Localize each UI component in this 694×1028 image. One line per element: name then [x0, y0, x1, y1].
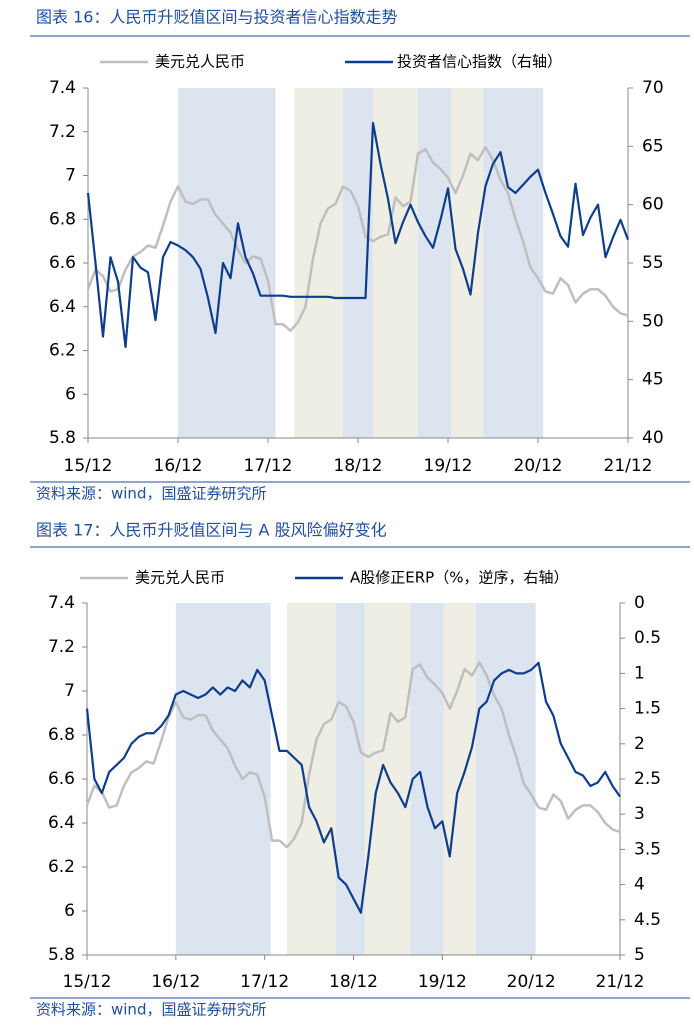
shaded-period: [294, 88, 343, 438]
x-tick-label: 16/12: [151, 972, 200, 992]
series-line: [86, 145, 629, 333]
y-tick-label: 7.2: [48, 637, 75, 657]
y-tick-label: 7.2: [49, 122, 76, 142]
shaded-period: [475, 603, 536, 955]
y-tick-label: 7: [64, 681, 75, 701]
legend-label: 美元兑人民币: [135, 569, 225, 587]
y-tick-label: 7.4: [49, 78, 76, 98]
y-tick-label: 6.4: [48, 813, 75, 833]
x-tick-label: 17/12: [240, 972, 289, 992]
series-line: [85, 661, 621, 914]
y2-tick-label: 65: [642, 136, 664, 156]
x-tick-label: 15/12: [64, 456, 113, 476]
y2-tick-label: 60: [642, 195, 664, 215]
y2-tick-label: 2: [634, 734, 645, 754]
y2-tick-label: 4.5: [634, 910, 661, 930]
x-tick-label: 20/12: [507, 972, 556, 992]
shaded-period: [343, 88, 373, 438]
shaded-period: [364, 603, 411, 955]
shaded-period: [286, 603, 336, 955]
y-tick-label: 5.8: [48, 945, 75, 965]
y2-tick-label: 1: [634, 663, 645, 683]
x-tick-label: 21/12: [604, 456, 653, 476]
y2-tick-label: 0: [634, 593, 645, 613]
y-tick-label: 6: [65, 384, 76, 404]
x-tick-label: 18/12: [329, 972, 378, 992]
x-tick-label: 21/12: [596, 972, 645, 992]
shaded-period: [451, 88, 484, 438]
figure-title: 图表 17：人民币升贬值区间与 A 股风险偏好变化: [36, 521, 387, 540]
source-note: 资料来源：wind，国盛证券研究所: [36, 1001, 266, 1019]
shaded-period: [178, 88, 276, 438]
y2-tick-label: 5: [634, 945, 645, 965]
y2-tick-label: 70: [642, 78, 664, 98]
shaded-period: [418, 88, 451, 438]
y-tick-label: 6.2: [49, 341, 76, 361]
y2-tick-label: 3.5: [634, 839, 661, 859]
y-tick-label: 6.6: [48, 769, 75, 789]
y-tick-label: 6.8: [49, 209, 76, 229]
y2-tick-label: 0.5: [634, 628, 661, 648]
shaded-period: [373, 88, 418, 438]
y-tick-label: 7: [65, 166, 76, 186]
y2-tick-label: 3: [634, 804, 645, 824]
y-tick-label: 6.4: [49, 297, 76, 317]
y2-tick-label: 40: [642, 428, 664, 448]
figure-title: 图表 16：人民币升贬值区间与投资者信心指数走势: [36, 8, 397, 27]
legend-label: 美元兑人民币: [155, 53, 245, 71]
shaded-period: [443, 603, 476, 955]
y2-tick-label: 55: [642, 253, 664, 273]
series-line: [86, 121, 630, 349]
shaded-period: [335, 603, 365, 955]
x-tick-label: 19/12: [418, 972, 467, 992]
x-tick-label: 20/12: [514, 456, 563, 476]
source-note: 资料来源：wind，国盛证券研究所: [36, 485, 266, 503]
y2-tick-label: 1.5: [634, 699, 661, 719]
y-tick-label: 5.8: [49, 428, 76, 448]
y-tick-label: 7.4: [48, 593, 75, 613]
shaded-period: [483, 88, 544, 438]
shaded-period: [410, 603, 444, 955]
y-tick-label: 6.8: [48, 725, 75, 745]
y-tick-label: 6.2: [48, 857, 75, 877]
x-tick-label: 17/12: [244, 456, 293, 476]
y-tick-label: 6.6: [49, 253, 76, 273]
x-tick-label: 15/12: [63, 972, 112, 992]
y2-tick-label: 50: [642, 311, 664, 331]
x-tick-label: 18/12: [334, 456, 383, 476]
y2-tick-label: 4: [634, 875, 645, 895]
legend-label: A股修正ERP（%，逆序，右轴）: [350, 569, 568, 587]
y2-tick-label: 2.5: [634, 769, 661, 789]
legend-label: 投资者信心指数（右轴）: [397, 53, 562, 71]
x-tick-label: 19/12: [424, 456, 473, 476]
series-line: [85, 661, 621, 849]
shaded-period: [175, 603, 271, 955]
x-tick-label: 16/12: [154, 456, 203, 476]
y-tick-label: 6: [64, 901, 75, 921]
y2-tick-label: 45: [642, 370, 664, 390]
